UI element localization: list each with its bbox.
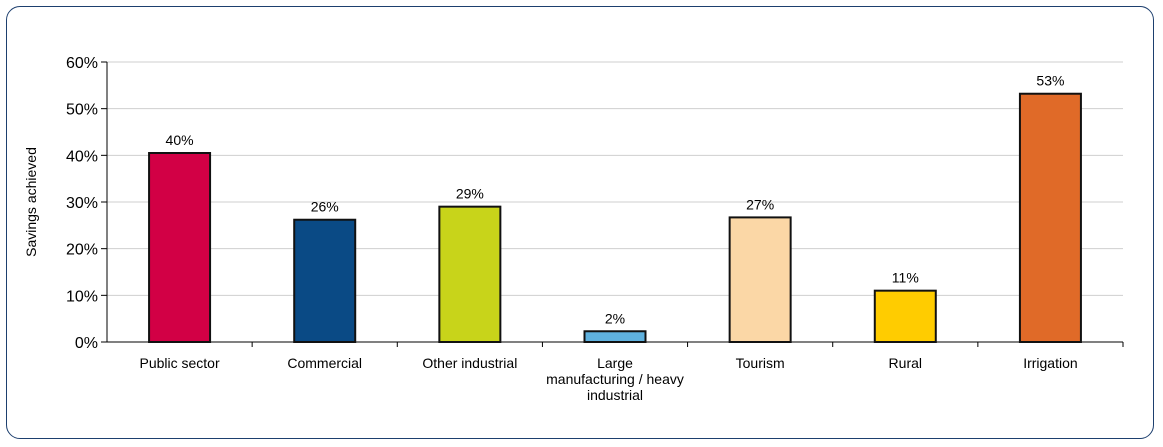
y-tick-label: 20% [66,242,98,259]
bar [1018,92,1082,343]
y-tick-label: 10% [66,288,98,305]
category-label: Public sector [139,355,219,371]
category-label: Tourism [736,355,785,371]
bars [148,92,1082,344]
category-label: Large manufacturing / heavy industrial [546,355,684,403]
bar [438,205,502,343]
data-label: 2% [605,310,625,326]
category-label: Commercial [287,355,362,371]
bar [873,289,937,343]
bar [148,152,212,343]
data-label: 27% [746,196,774,212]
bar [583,330,647,343]
data-label: 29% [456,186,484,202]
axes: 0% 10% 20% 30% 40% 50% 60% [66,55,1124,352]
bar [728,216,792,343]
category-label: Rural [889,355,922,371]
category-label: Irrigation [1023,355,1077,371]
y-tick-label: 60% [66,55,98,72]
y-tick-label: 50% [66,102,98,119]
data-labels: 40% 26% 29% 2% 27% 11% 53% [166,73,1065,327]
data-label: 26% [311,199,339,215]
y-tick-label: 30% [66,195,98,212]
data-label: 53% [1036,73,1064,89]
bar [293,218,357,344]
category-labels: Public sector Commercial Other industrial L… [139,355,1077,403]
gridlines [107,61,1123,296]
y-tick-label: 0% [75,335,98,352]
y-axis-label: Savings achieved [23,147,39,257]
category-label: Other industrial [422,355,517,371]
y-tick-label: 40% [66,148,98,165]
data-label: 11% [892,270,919,286]
data-label: 40% [166,132,194,148]
